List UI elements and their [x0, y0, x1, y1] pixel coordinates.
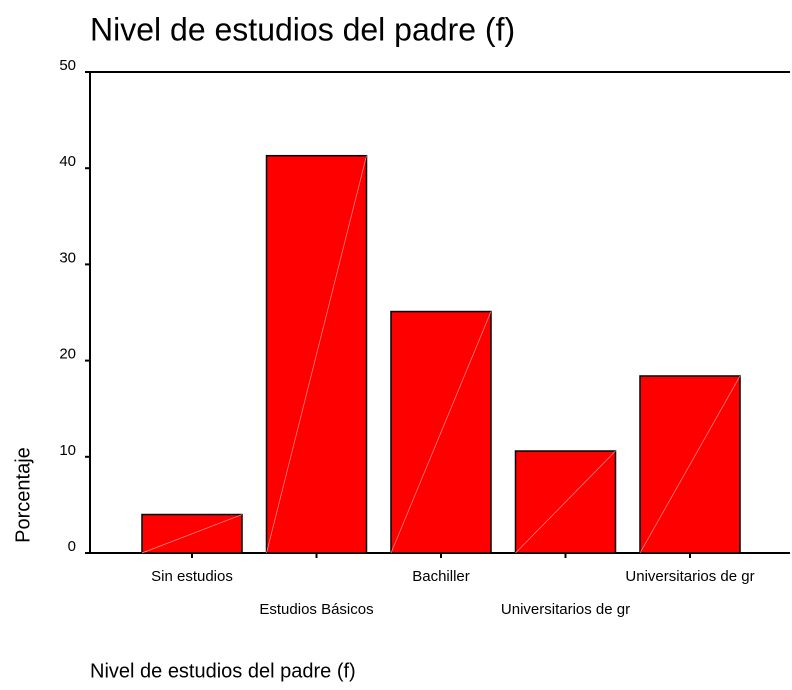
y-tick-label: 30 — [59, 249, 76, 266]
x-tick-label: Bachiller — [412, 568, 470, 585]
y-tick-label: 40 — [59, 153, 76, 170]
x-axis-label: Nivel de estudios del padre (f) — [90, 660, 356, 682]
bar-shading — [390, 311, 492, 554]
y-tick-label: 50 — [59, 57, 76, 74]
bar-shading — [639, 375, 741, 554]
y-axis-label: Porcentaje — [12, 447, 34, 543]
y-tick-label: 20 — [59, 346, 76, 363]
x-tick-label: Estudios Básicos — [259, 601, 373, 618]
bar-shading — [141, 514, 243, 554]
chart-title: Nivel de estudios del padre (f) — [90, 11, 515, 47]
y-tick-label: 10 — [59, 442, 76, 459]
y-tick-label: 0 — [68, 538, 76, 555]
bar-shading — [515, 450, 616, 554]
x-tick-label: Universitarios de gr — [625, 568, 754, 585]
bar-shading — [266, 155, 367, 554]
x-tick-label: Universitarios de gr — [501, 601, 630, 618]
x-tick-label: Sin estudios — [151, 568, 233, 585]
